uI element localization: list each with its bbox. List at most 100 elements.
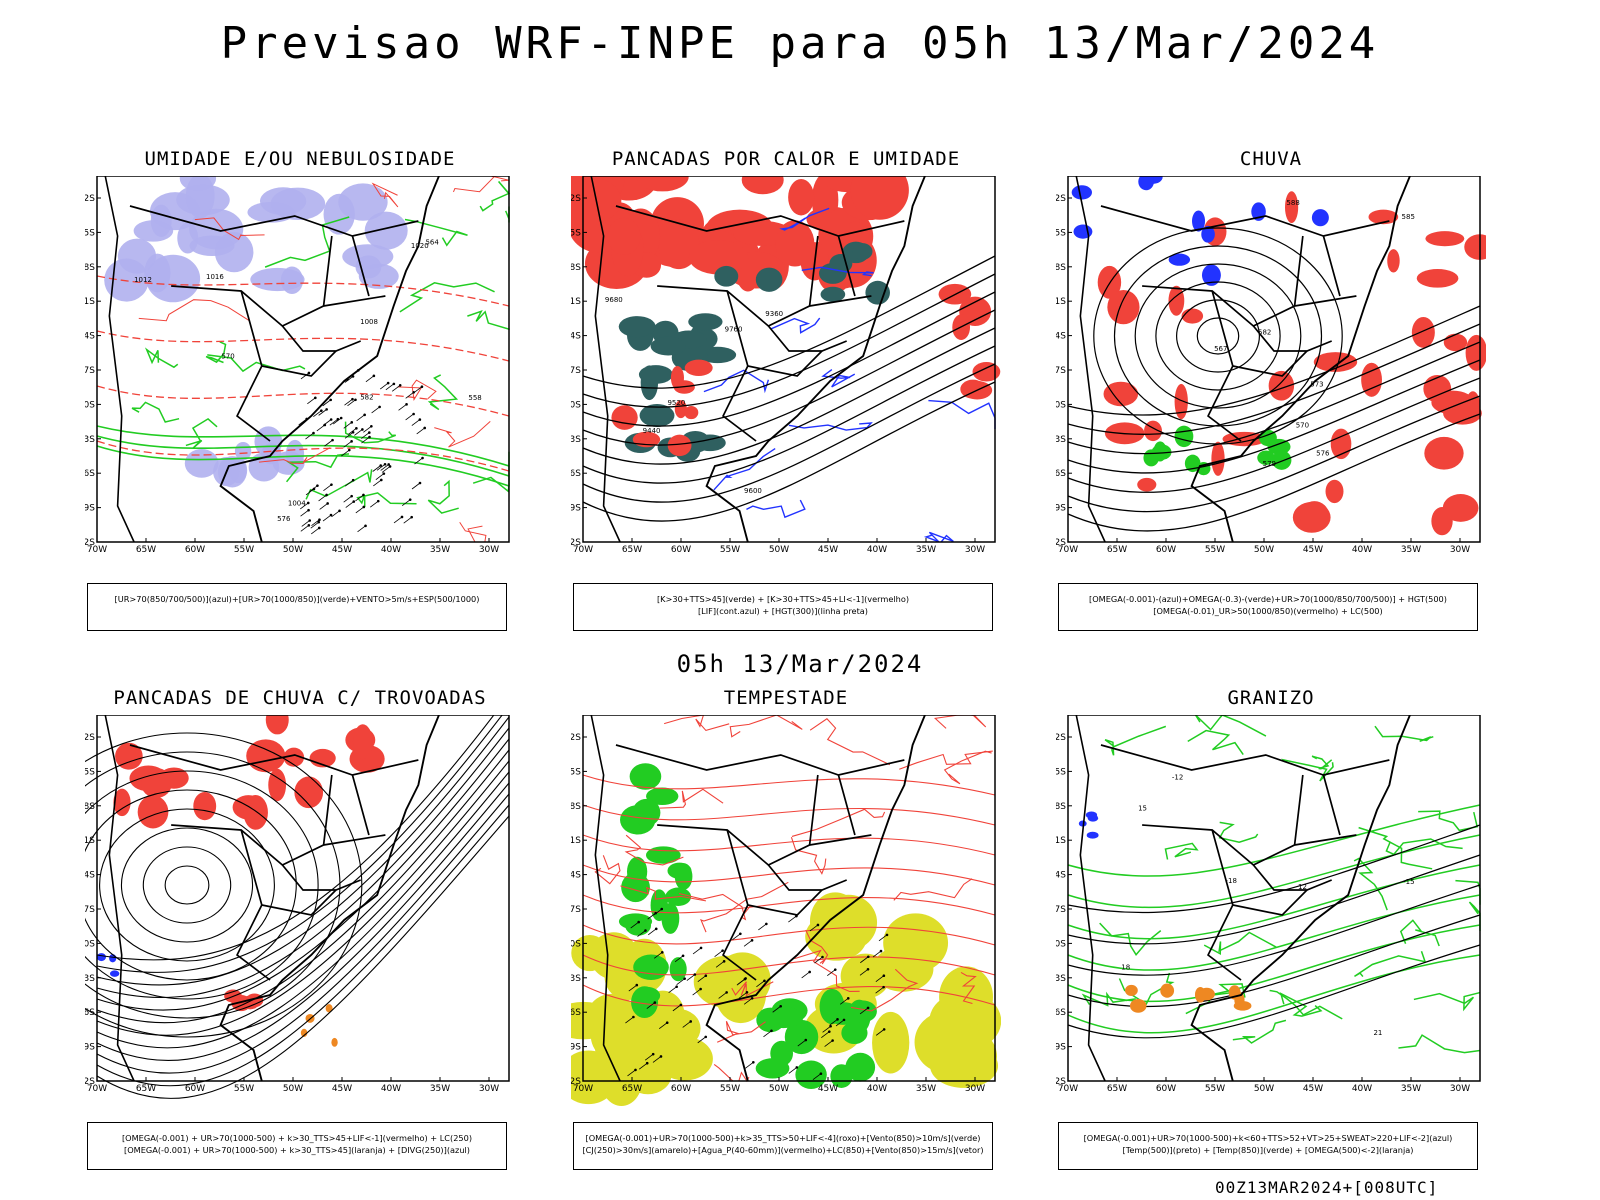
west-coast-line [104,715,135,1082]
lon-tick-label: 65W [622,545,642,555]
map-frame [1067,715,1481,1082]
wind-arrow-head [312,487,316,491]
lon-tick-label: 55W [720,545,740,555]
contour-ring [1134,263,1302,409]
area-patch [1071,185,1092,200]
wind-arrow-head [846,997,850,1000]
contour-label: -12 [1172,773,1183,781]
lat-tick-label: 18S [85,802,95,812]
wind-arrow-head [378,405,381,409]
area-patch [1465,334,1486,371]
wind-arrow [812,1073,822,1081]
wind-arrow-head [866,967,870,971]
area-patch [150,204,172,237]
lat-tick-label: 30S [85,939,95,949]
area-patch [1424,436,1464,470]
wind-arrow [344,479,354,487]
lon-tick-label: 45W [818,545,838,555]
country-border [1207,904,1242,981]
lat-tick-label: 24S [571,332,581,342]
lon-tick-label: 55W [1205,1084,1225,1094]
contour-ring [142,846,232,924]
lat-tick-label: 36S [571,469,581,479]
contour-line [1067,834,1481,909]
panel-legend: [OMEGA(-0.001)+UR>70(1000-500)+k>35_TTS>… [573,1122,993,1170]
area-patch [265,715,289,735]
lat-tick-label: 15S [571,228,581,238]
wind-arrow-head [750,939,754,942]
wind-arrow [653,908,662,916]
area-patch [688,239,749,275]
contour-line [1413,991,1481,1012]
area-patch [352,724,373,760]
contour-line [1194,715,1267,737]
country-border [767,325,847,352]
contour-layer [594,715,993,1083]
lat-tick-label: 39S [571,1043,581,1053]
lat-tick-label: 18S [85,263,95,273]
contour-line [185,417,218,449]
wind-arrow-head [308,519,312,522]
contour-line [1067,359,1481,474]
area-patch [741,176,784,195]
legend-line: [OMEGA(-0.001)+UR>70(1000-500)+k>35_TTS>… [585,1133,981,1143]
contour-label: 582 [360,394,373,402]
lon-tick-label: 70W [1058,545,1078,555]
country-border [1252,864,1332,891]
wind-arrow-head [387,463,390,466]
wind-arrow-head [330,483,333,486]
wind-arrow [801,971,810,979]
area-patch [96,953,107,962]
lat-tick-label: 39S [85,1043,95,1053]
wind-arrow-head [350,494,353,498]
area-patch [146,254,201,303]
area-patch [636,176,689,192]
wind-arrow [628,984,638,992]
wind-arrow [411,419,421,426]
wind-arrow [344,376,354,383]
lon-tick-label: 65W [136,1084,156,1094]
contour-line [703,369,770,394]
wind-arrow [411,482,421,490]
contour-ring [1093,227,1343,445]
wind-arrow-head [351,397,354,401]
area-patch [193,792,217,821]
country-border [808,235,856,307]
legend-line: [Temp(500)](preto) + [Temp(850)](verde) … [1122,1145,1414,1155]
area-patch [607,217,641,255]
contour-line [582,894,996,916]
west-coast-line [1075,176,1106,543]
lat-tick-label: 24S [1056,332,1066,342]
contour-line [788,422,873,431]
contour-layer [96,275,510,472]
area-patch [632,798,661,827]
lon-tick-label: 50W [1254,1084,1274,1094]
wind-arrow-head [675,985,678,989]
area-patch [294,776,324,809]
area-layer [571,176,909,293]
contour-line [582,363,996,503]
area-patch [618,316,656,338]
contour-line [1067,395,1481,513]
contour-line [933,715,987,729]
contour-ring [85,751,341,1019]
contour-line [791,808,886,837]
wind-arrow-head [634,1068,637,1072]
wind-arrow-head [882,1028,886,1031]
contour-label: 9600 [744,487,762,495]
wind-arrow [401,499,411,506]
lat-tick-label: 12S [571,194,581,204]
wind-arrow-head [819,1072,823,1075]
lon-tick-label: 40W [1352,1084,1372,1094]
wind-arrow [355,506,365,514]
area-patch [684,405,699,420]
area-patch [667,434,692,457]
wind-arrow [305,432,314,440]
wind-arrow-head [354,398,357,402]
area-patch [1285,191,1299,224]
wind-arrow [682,1021,691,1028]
wind-arrow-head [388,465,392,468]
area-patch [243,795,268,830]
lat-tick-label: 42S [571,538,581,548]
lat-tick-label: 27S [1056,366,1066,376]
